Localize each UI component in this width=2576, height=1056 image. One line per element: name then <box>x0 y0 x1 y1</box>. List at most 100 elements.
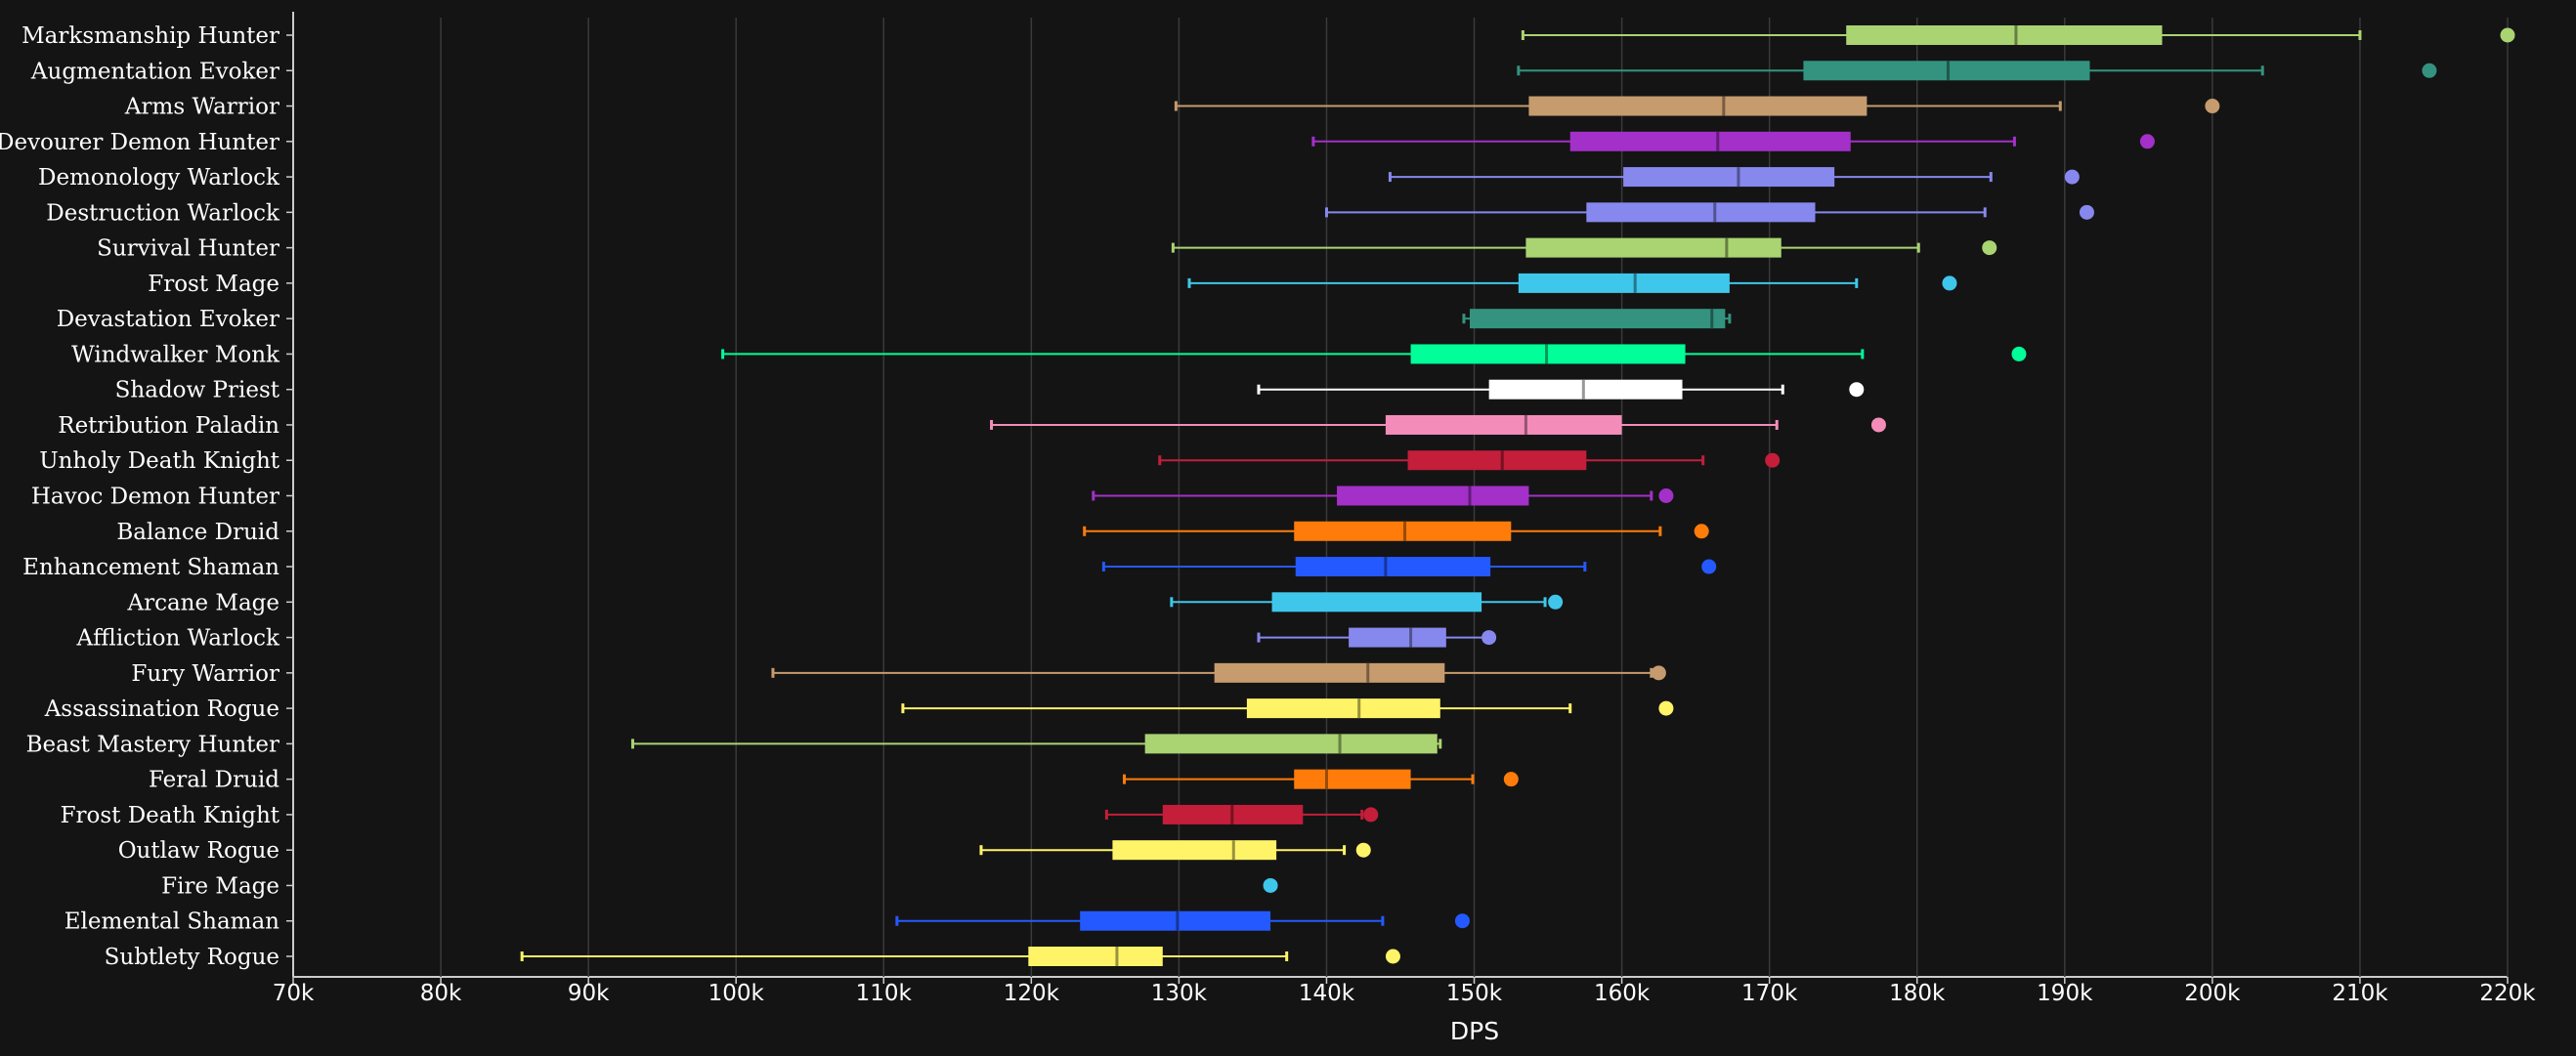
x-tick-label: 190k <box>2037 981 2093 1006</box>
box-demonology-warlock <box>1388 167 2080 188</box>
outlier-point <box>1658 700 1674 716</box>
outlier-point <box>2500 27 2515 43</box>
spec-label: Elemental Shaman <box>64 909 279 935</box>
iqr-box <box>1349 627 1446 648</box>
box-frost-mage <box>1187 273 1957 293</box>
box-outlaw-rogue <box>979 840 1371 861</box>
outlier-point <box>1355 842 1371 858</box>
box-subtlety-rogue <box>520 947 1400 966</box>
x-tick-label: 70k <box>273 981 315 1006</box>
iqr-box <box>1407 450 1587 471</box>
outlier-point <box>1363 807 1379 823</box>
iqr-box <box>1569 131 1851 151</box>
iqr-box <box>1246 698 1440 719</box>
spec-label: Fire Mage <box>161 873 279 899</box>
x-tick-label: 100k <box>708 981 765 1006</box>
outlier-point <box>1481 630 1497 646</box>
spec-label: Frost Mage <box>148 272 279 297</box>
iqr-box <box>1144 734 1438 754</box>
iqr-box <box>1385 414 1622 435</box>
box-affliction-warlock <box>1257 627 1497 648</box>
outlier-point <box>2011 346 2027 361</box>
x-tick-label: 210k <box>2332 981 2388 1006</box>
spec-label: Devastation Evoker <box>57 307 279 332</box>
iqr-box <box>1028 947 1163 966</box>
x-tick-label: 180k <box>1889 981 1946 1006</box>
box-shadow-priest <box>1257 379 1865 400</box>
iqr-box <box>1294 769 1411 789</box>
box-fury-warrior <box>771 662 1666 683</box>
iqr-box <box>1214 662 1445 683</box>
box-devastation-evoker <box>1462 309 1732 329</box>
iqr-box <box>1803 61 2090 81</box>
iqr-box <box>1623 167 1835 188</box>
spec-labels: Marksmanship Hunter Augmentation Evoker Ar… <box>0 23 280 970</box>
iqr-box <box>1470 309 1726 329</box>
box-elemental-shaman <box>895 910 1470 931</box>
box-destruction-warlock <box>1324 202 2094 223</box>
box-augmentation-evoker <box>1517 61 2437 81</box>
outlier-point <box>2064 169 2080 185</box>
iqr-box <box>1294 521 1512 541</box>
spec-label: Retribution Paladin <box>58 413 279 439</box>
box-arms-warrior <box>1174 96 2220 116</box>
box-enhancement-shaman <box>1101 557 1717 577</box>
outlier-point <box>1651 665 1666 681</box>
box-frost-death-knight <box>1104 804 1379 824</box>
spec-label: Fury Warrior <box>131 661 279 687</box>
spec-label: Beast Mastery Hunter <box>26 732 279 757</box>
spec-label: Marksmanship Hunter <box>21 23 279 49</box>
x-tick-label: 140k <box>1299 981 1355 1006</box>
iqr-box <box>1518 273 1730 293</box>
outlier-point <box>1765 452 1781 468</box>
spec-label: Frost Death Knight <box>61 803 280 828</box>
outlier-point <box>1982 240 1997 256</box>
iqr-box <box>1337 486 1529 506</box>
x-tick-label: 80k <box>420 981 462 1006</box>
outlier-point <box>1849 382 1865 398</box>
x-tick-label: 130k <box>1151 981 1208 1006</box>
outlier-point <box>1942 275 1957 291</box>
spec-label: Demonology Warlock <box>38 165 280 190</box>
spec-label: Affliction Warlock <box>76 626 281 652</box>
outlier-point <box>2079 204 2094 220</box>
spec-label: Feral Druid <box>149 768 279 793</box>
iqr-box <box>1271 592 1482 612</box>
iqr-box <box>1525 237 1782 258</box>
outlier-point <box>1263 877 1278 893</box>
iqr-box <box>1295 557 1491 577</box>
x-tick-label: 150k <box>1446 981 1503 1006</box>
box-windwalker-monk <box>721 344 2027 364</box>
x-tick-label: 120k <box>1004 981 1060 1006</box>
box-fire-mage <box>1263 877 1278 893</box>
outlier-point <box>2205 99 2220 114</box>
outlier-point <box>1870 417 1886 433</box>
x-tick-label: 200k <box>2184 981 2241 1006</box>
box-retribution-paladin <box>990 414 1886 435</box>
iqr-box <box>1586 202 1816 223</box>
spec-label: Balance Druid <box>116 520 279 545</box>
box-arcane-mage <box>1170 592 1564 612</box>
spec-label: Devourer Demon Hunter <box>0 130 279 155</box>
outlier-point <box>1658 488 1674 503</box>
spec-label: Arms Warrior <box>124 95 279 120</box>
box-balance-druid <box>1083 521 1709 541</box>
spec-label: Arcane Mage <box>126 590 279 615</box>
x-axis-title: DPS <box>1450 1017 1499 1045</box>
iqr-box <box>1528 96 1868 116</box>
x-tick-label: 110k <box>856 981 913 1006</box>
spec-label: Survival Hunter <box>97 236 279 262</box>
outlier-point <box>2422 63 2437 78</box>
outlier-point <box>1503 772 1519 787</box>
x-tick-label: 170k <box>1741 981 1798 1006</box>
x-tick-label: 90k <box>568 981 610 1006</box>
x-tick-labels: 70k 80k 90k 100k 110k 120k 130k 140k 150k 160k 170… <box>273 981 2537 1006</box>
x-tick-label: 160k <box>1594 981 1651 1006</box>
spec-label: Destruction Warlock <box>46 200 280 226</box>
iqr-box <box>1488 379 1683 400</box>
spec-label: Enhancement Shaman <box>22 555 279 580</box>
box-survival-hunter <box>1171 237 1997 258</box>
box-feral-druid <box>1123 769 1519 789</box>
spec-label: Unholy Death Knight <box>39 448 280 474</box>
